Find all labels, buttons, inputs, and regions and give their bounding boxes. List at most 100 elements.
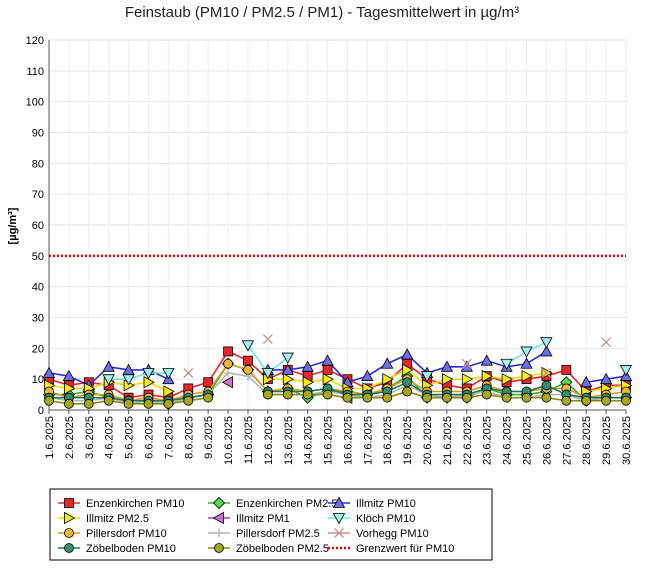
y-tick-label: 30 — [32, 313, 44, 325]
legend-swatch-marker — [212, 511, 224, 525]
x-tick-label: 15.6.2025 — [323, 416, 335, 465]
data-point — [322, 389, 333, 400]
grid-layer — [48, 39, 627, 411]
data-point — [322, 365, 333, 375]
y-tick-label: 40 — [32, 282, 44, 294]
legend-item-enzenkirchen-pm2-5: Enzenkirchen PM2.5 — [208, 496, 338, 510]
data-point — [500, 358, 513, 371]
legend-swatch-marker — [212, 496, 226, 510]
data-point — [520, 346, 533, 358]
legend-item-vorhegg-pm10: Vorhegg PM10 — [328, 528, 429, 540]
data-point — [480, 354, 493, 366]
data-point — [520, 357, 533, 369]
legend-swatch-marker — [64, 528, 74, 538]
legend-swatch-marker — [214, 528, 224, 538]
data-point — [422, 392, 432, 403]
legend-label: Illmitz PM10 — [356, 498, 416, 510]
legend-label: Pillersdorf PM2.5 — [236, 528, 320, 540]
x-tick-label: 11.6.2025 — [243, 416, 255, 464]
data-point — [521, 369, 533, 383]
y-tick-label: 60 — [32, 220, 44, 232]
legend-label: Vorhegg PM10 — [356, 528, 429, 540]
y-tick-label: 50 — [32, 251, 44, 263]
data-point — [402, 377, 413, 388]
data-point — [361, 369, 374, 381]
y-tick-label: 80 — [32, 158, 44, 170]
y-tick-label: 20 — [32, 343, 44, 355]
data-point — [123, 398, 134, 409]
data-point — [481, 369, 494, 383]
legend-item-enzenkirchen-pm10: Enzenkirchen PM10 — [58, 498, 184, 510]
data-point — [400, 348, 414, 360]
data-point — [461, 392, 472, 403]
data-point — [221, 376, 233, 389]
data-point — [442, 392, 452, 403]
data-point — [580, 375, 593, 388]
data-point — [143, 398, 154, 409]
legend-item-illmitz-pm1: Illmitz PM1 — [208, 511, 290, 525]
data-point — [501, 372, 513, 386]
data-point — [541, 380, 552, 391]
legend-swatch-marker — [64, 511, 76, 525]
data-point — [241, 340, 255, 352]
x-tick-label: 27.6.2025 — [561, 416, 573, 465]
x-tick-label: 3.6.2025 — [84, 416, 96, 459]
data-point — [342, 392, 353, 403]
series-line — [108, 372, 169, 380]
data-point — [381, 357, 394, 369]
data-point — [42, 366, 56, 378]
x-tick-label: 23.6.2025 — [482, 416, 494, 465]
legend-item-kl-ch-pm10: Klöch PM10 — [328, 513, 415, 525]
x-tick-label: 25.6.2025 — [522, 416, 534, 465]
data-point — [302, 389, 313, 400]
data-point — [420, 371, 434, 383]
x-tick-label: 17.6.2025 — [362, 416, 374, 465]
data-point — [163, 385, 175, 398]
legend: Enzenkirchen PM10 Enzenkirchen PM2.5 Illmi… — [49, 488, 493, 561]
data-point — [302, 376, 314, 389]
data-point — [301, 360, 314, 372]
legend-item-grenzwert-f-r-pm10: Grenzwert für PM10 — [328, 543, 454, 555]
data-point — [440, 360, 454, 372]
data-point — [163, 398, 174, 409]
legend-item-illmitz-pm10: Illmitz PM10 — [328, 496, 416, 510]
legend-label: Illmitz PM2.5 — [86, 513, 149, 525]
x-tick-label: 5.6.2025 — [124, 416, 136, 459]
legend-label: Grenzwert für PM10 — [356, 543, 454, 555]
data-point — [540, 345, 553, 357]
data-point — [262, 389, 273, 400]
legend-box — [49, 488, 493, 561]
data-point — [461, 372, 474, 386]
data-point — [481, 389, 492, 400]
data-point — [541, 392, 552, 403]
data-point — [561, 395, 572, 406]
data-point — [203, 377, 214, 388]
series-illmitz-pm2-5 — [44, 363, 633, 398]
data-point — [122, 374, 135, 386]
legend-item-pillersdorf-pm2-5: Pillersdorf PM2.5 — [208, 528, 320, 540]
legend-item-pillersdorf-pm10: Pillersdorf PM10 — [58, 528, 167, 540]
x-tick-label: 26.6.2025 — [541, 416, 553, 465]
x-tick-label: 19.6.2025 — [402, 416, 414, 465]
legend-swatch-marker — [64, 498, 74, 508]
data-point — [541, 368, 552, 378]
data-point — [619, 365, 633, 377]
legend-label: Pillersdorf PM10 — [86, 528, 167, 540]
data-point — [83, 398, 94, 409]
legend-swatch-marker — [332, 513, 346, 525]
data-point — [540, 337, 553, 349]
data-point — [382, 392, 393, 403]
axis-layer: 0 10 20 30 40 50 60 70 80 90 100 110 120 1.6.2025 2.6.… — [26, 35, 633, 465]
data-point — [103, 395, 114, 406]
x-tick-label: 13.6.2025 — [283, 416, 295, 465]
x-tick-label: 28.6.2025 — [581, 416, 593, 465]
y-axis-label: [µg/m³] — [7, 207, 19, 244]
x-tick-label: 9.6.2025 — [203, 416, 215, 459]
data-point — [102, 360, 115, 372]
x-tick-label: 29.6.2025 — [601, 416, 613, 465]
data-point — [282, 389, 293, 400]
series-vorhegg-pm10 — [183, 334, 612, 378]
legend-label: Illmitz PM1 — [236, 513, 290, 525]
x-tick-label: 7.6.2025 — [163, 416, 175, 459]
